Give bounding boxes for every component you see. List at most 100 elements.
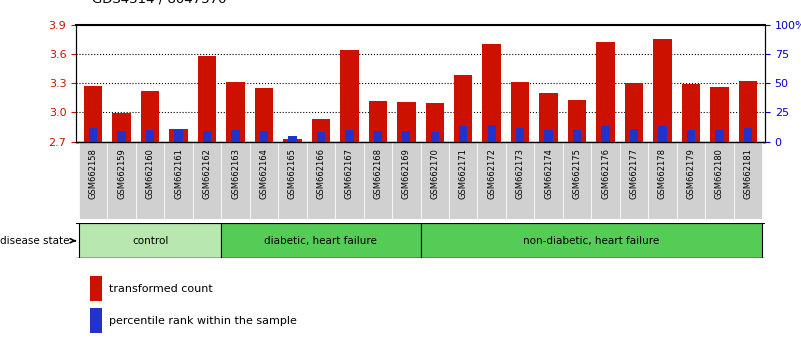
Bar — [568, 100, 586, 142]
Text: GSM662169: GSM662169 — [402, 148, 411, 199]
Bar — [250, 142, 278, 219]
Bar — [421, 223, 762, 258]
Bar — [90, 308, 103, 333]
Text: GSM662177: GSM662177 — [630, 148, 638, 199]
Text: GDS4314 / 8047370: GDS4314 / 8047370 — [92, 0, 227, 5]
Text: GSM662172: GSM662172 — [487, 148, 496, 199]
Text: GSM662178: GSM662178 — [658, 148, 667, 199]
Text: GSM662160: GSM662160 — [146, 148, 155, 199]
Bar — [79, 223, 221, 258]
Bar — [743, 127, 752, 142]
Text: disease state: disease state — [0, 236, 75, 246]
Text: GSM662181: GSM662181 — [743, 148, 752, 199]
Bar — [288, 136, 296, 142]
Text: non-diabetic, heart failure: non-diabetic, heart failure — [523, 236, 659, 246]
Bar — [591, 142, 620, 219]
Bar — [682, 84, 700, 142]
Bar — [203, 131, 211, 142]
Bar — [686, 130, 695, 142]
Bar — [141, 91, 159, 142]
Bar — [648, 142, 677, 219]
Bar — [226, 82, 245, 142]
Bar — [459, 126, 468, 142]
Bar — [488, 125, 496, 142]
Text: GSM662161: GSM662161 — [174, 148, 183, 199]
Bar — [79, 142, 107, 219]
Bar — [654, 39, 672, 142]
Bar — [449, 142, 477, 219]
Bar — [397, 102, 416, 142]
Bar — [175, 129, 183, 142]
Bar — [658, 126, 666, 142]
Text: GSM662163: GSM662163 — [231, 148, 240, 199]
Bar — [278, 142, 307, 219]
Bar — [516, 127, 525, 142]
Text: GSM662167: GSM662167 — [345, 148, 354, 199]
Bar — [112, 113, 131, 142]
Text: transformed count: transformed count — [109, 284, 213, 294]
Bar — [482, 44, 501, 142]
Text: GSM662164: GSM662164 — [260, 148, 268, 199]
Bar — [710, 87, 729, 142]
Text: GSM662159: GSM662159 — [117, 148, 126, 199]
Bar — [573, 130, 582, 142]
Bar — [402, 131, 410, 142]
Bar — [221, 142, 250, 219]
Bar — [84, 86, 103, 142]
Text: GSM662158: GSM662158 — [89, 148, 98, 199]
Bar — [345, 130, 353, 142]
Bar — [368, 101, 387, 142]
Bar — [284, 139, 302, 142]
Bar — [312, 119, 330, 142]
Bar — [705, 142, 734, 219]
Text: GSM662173: GSM662173 — [516, 148, 525, 199]
Text: GSM662175: GSM662175 — [573, 148, 582, 199]
Bar — [715, 130, 723, 142]
Bar — [734, 142, 762, 219]
Bar — [193, 142, 221, 219]
Bar — [107, 142, 136, 219]
Bar — [677, 142, 705, 219]
Bar — [89, 127, 98, 142]
Bar — [146, 130, 155, 142]
Bar — [739, 81, 757, 142]
Text: percentile rank within the sample: percentile rank within the sample — [109, 316, 297, 326]
Bar — [539, 93, 557, 142]
Bar — [545, 130, 553, 142]
Text: GSM662166: GSM662166 — [316, 148, 325, 199]
Bar — [421, 142, 449, 219]
Bar — [563, 142, 591, 219]
Bar — [602, 126, 610, 142]
Bar — [118, 131, 126, 142]
Text: GSM662176: GSM662176 — [601, 148, 610, 199]
Bar — [340, 50, 359, 142]
Bar — [392, 142, 421, 219]
Bar — [169, 129, 187, 142]
Text: GSM662168: GSM662168 — [373, 148, 382, 199]
Bar — [221, 223, 421, 258]
Bar — [260, 131, 268, 142]
Bar — [255, 88, 273, 142]
Bar — [335, 142, 364, 219]
Bar — [596, 42, 615, 142]
Bar — [316, 132, 325, 142]
Text: GSM662165: GSM662165 — [288, 148, 297, 199]
Bar — [164, 142, 193, 219]
Text: GSM662174: GSM662174 — [544, 148, 553, 199]
Text: GSM662171: GSM662171 — [459, 148, 468, 199]
Text: diabetic, heart failure: diabetic, heart failure — [264, 236, 377, 246]
Text: control: control — [132, 236, 168, 246]
Text: GSM662180: GSM662180 — [715, 148, 724, 199]
Bar — [198, 56, 216, 142]
Bar — [373, 131, 382, 142]
Bar — [506, 142, 534, 219]
Bar — [511, 82, 529, 142]
Text: GSM662162: GSM662162 — [203, 148, 211, 199]
Bar — [431, 132, 439, 142]
Bar — [630, 129, 638, 142]
Bar — [364, 142, 392, 219]
Text: GSM662170: GSM662170 — [430, 148, 439, 199]
Bar — [136, 142, 164, 219]
Bar — [454, 75, 473, 142]
Bar — [90, 276, 103, 301]
